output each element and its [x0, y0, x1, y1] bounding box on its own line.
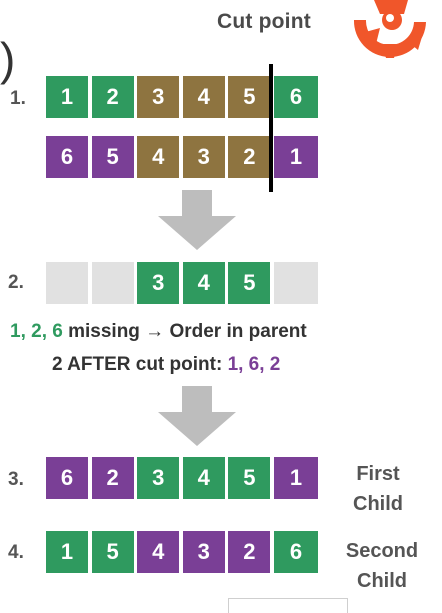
gene-cell: 6 [274, 76, 318, 118]
gene-cell: 6 [274, 531, 318, 573]
gene-cell: 3 [182, 136, 227, 178]
gene-cell [46, 262, 90, 304]
first-child-label: First Child [340, 459, 416, 519]
gene-cell: 2 [91, 457, 136, 499]
gene-cell [274, 262, 318, 304]
order-note: 2 AFTER cut point: 1, 6, 2 [52, 354, 280, 376]
gene-cell: 2 [91, 76, 136, 118]
bottom-box [228, 598, 348, 613]
second-child-label-line1: Second [345, 540, 419, 562]
row-label-2: 2. [8, 272, 24, 293]
paren-fragment: ) [0, 33, 16, 85]
gene-cell: 6 [46, 136, 90, 178]
gene-cell: 3 [137, 76, 182, 118]
order-values: 1, 6, 2 [227, 354, 281, 375]
gene-cell: 1 [274, 136, 318, 178]
second-child-label: Second Child [334, 536, 430, 596]
gene-cell: 3 [137, 262, 182, 304]
logo-icon [353, 0, 426, 58]
missing-note: 1, 2, 6 missing → Order in parent [10, 321, 307, 343]
gene-cell: 2 [228, 531, 273, 573]
second-child-label-line2: Child [357, 570, 407, 592]
row-label-4: 4. [8, 542, 24, 563]
gene-cell: 2 [228, 136, 273, 178]
gene-cell: 5 [91, 531, 136, 573]
missing-note-rest: missing → Order in parent [62, 321, 307, 342]
cut-point-label: Cut point [217, 10, 311, 33]
first-child-label-line1: First [356, 463, 400, 485]
gene-cell: 4 [137, 136, 182, 178]
gene-cell: 5 [228, 457, 273, 499]
gene-cell: 1 [46, 531, 90, 573]
gene-cell: 4 [182, 262, 227, 304]
row-label-3: 3. [8, 469, 24, 490]
missing-values: 1, 2, 6 [10, 321, 63, 342]
gene-cell [91, 262, 136, 304]
gene-cell: 3 [137, 457, 182, 499]
gene-cell: 6 [46, 457, 90, 499]
row-label-1: 1. [10, 88, 26, 109]
first-child-label-line2: Child [353, 493, 403, 515]
down-arrow-icon [158, 190, 236, 250]
gene-cell: 5 [91, 136, 136, 178]
gene-cell: 5 [228, 262, 273, 304]
gene-cell: 4 [137, 531, 182, 573]
gene-cell: 3 [182, 531, 227, 573]
order-note-prefix: 2 AFTER cut point: [52, 354, 228, 375]
gene-cell: 1 [274, 457, 318, 499]
down-arrow-icon [158, 386, 236, 446]
cut-line [269, 64, 273, 192]
gene-cell: 1 [46, 76, 90, 118]
gene-cell: 5 [228, 76, 273, 118]
gene-cell: 4 [182, 457, 227, 499]
gene-cell: 4 [182, 76, 227, 118]
